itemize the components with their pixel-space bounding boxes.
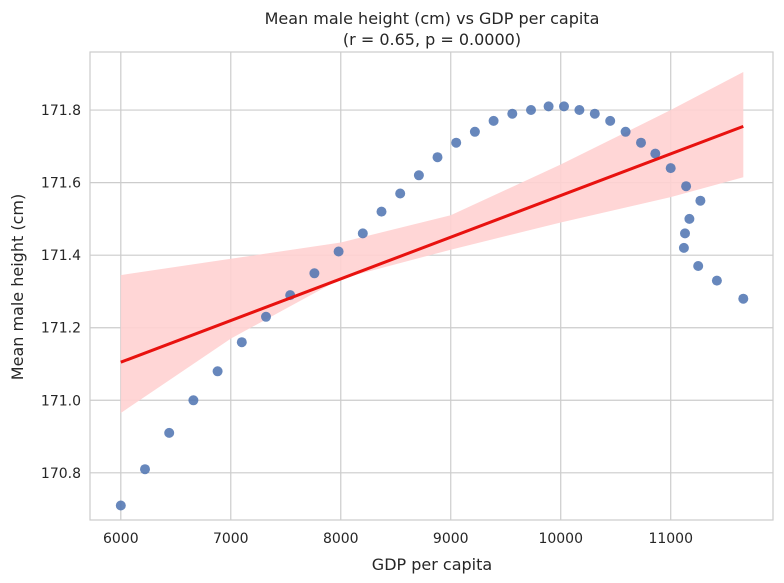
y-ticks: 170.8 171.0 171.2 171.4 171.6 171.8 xyxy=(41,103,81,482)
data-point xyxy=(413,170,424,181)
y-tick-label: 171.8 xyxy=(41,103,81,119)
data-point xyxy=(738,293,749,304)
data-point xyxy=(140,464,150,475)
data-point xyxy=(164,427,175,438)
data-point xyxy=(693,261,704,271)
x-tick-label: 7000 xyxy=(213,531,249,547)
data-point xyxy=(559,101,569,112)
regression-line xyxy=(120,124,744,364)
data-point xyxy=(711,275,722,286)
regression-line-layer xyxy=(120,124,744,364)
data-point xyxy=(376,206,387,217)
data-point xyxy=(605,115,616,126)
data-point xyxy=(695,195,706,206)
points-layer xyxy=(115,101,749,511)
x-ticks: 6000 7000 8000 9000 10000 11000 xyxy=(103,531,693,547)
y-tick-label: 171.6 xyxy=(41,176,81,192)
x-tick-label: 8000 xyxy=(323,531,359,547)
data-point xyxy=(261,311,271,322)
data-point xyxy=(115,500,126,511)
x-tick-label: 9000 xyxy=(433,531,469,547)
data-point xyxy=(589,108,600,119)
chart-title: Mean male height (cm) vs GDP per capita xyxy=(265,9,600,28)
data-point xyxy=(333,246,344,257)
data-point xyxy=(684,213,695,224)
data-point xyxy=(678,242,689,253)
chart-subtitle: (r = 0.65, p = 0.0000) xyxy=(343,30,521,49)
data-point xyxy=(432,152,443,163)
data-point xyxy=(526,105,536,115)
data-point xyxy=(188,395,199,406)
data-point xyxy=(620,126,631,137)
data-point xyxy=(574,105,585,115)
data-point xyxy=(309,268,320,279)
data-point xyxy=(236,337,247,348)
data-point xyxy=(469,126,480,137)
data-point xyxy=(212,366,223,377)
data-point xyxy=(665,163,676,174)
data-point xyxy=(451,137,462,148)
data-point xyxy=(357,228,368,239)
y-tick-label: 170.8 xyxy=(41,466,81,482)
data-point xyxy=(680,228,690,239)
x-tick-label: 6000 xyxy=(103,531,139,547)
x-axis-label: GDP per capita xyxy=(372,555,492,574)
x-tick-label: 11000 xyxy=(648,531,693,547)
data-point xyxy=(650,148,661,159)
data-point xyxy=(681,181,692,192)
x-tick-label: 10000 xyxy=(538,531,583,547)
y-tick-label: 171.2 xyxy=(41,321,81,337)
data-point xyxy=(543,101,554,112)
y-tick-label: 171.0 xyxy=(41,393,81,409)
data-point xyxy=(636,137,646,148)
confidence-band xyxy=(120,72,744,413)
y-axis-label: Mean male height (cm) xyxy=(8,194,27,380)
y-tick-label: 171.4 xyxy=(41,248,81,264)
plot-frame xyxy=(89,51,774,521)
data-point xyxy=(507,108,518,119)
data-point xyxy=(488,115,499,126)
confidence-band-layer xyxy=(120,72,744,413)
data-point xyxy=(395,188,406,199)
